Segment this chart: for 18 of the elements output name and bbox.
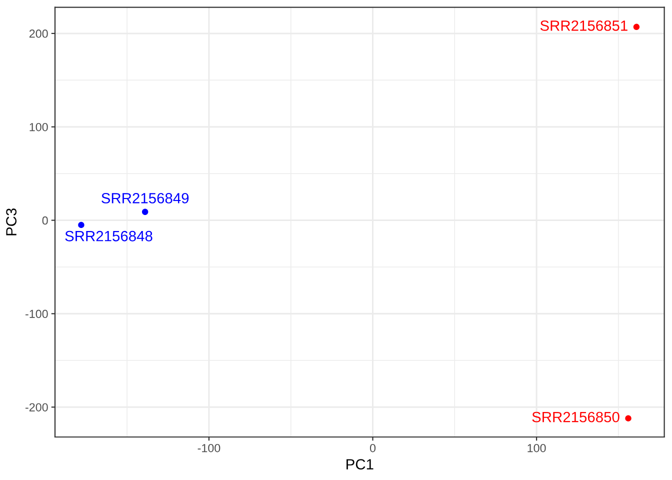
series-label: SRR2156851 [540,20,628,31]
series-label: SRR2156850 [532,412,620,422]
x-tick-label: 100 [528,444,546,452]
point [78,222,84,228]
y-tick-label: -200 [26,403,48,412]
series-label: SRR2156849 [102,192,189,204]
y-axis-title: PC3 [6,208,17,236]
point [633,24,640,30]
point [625,415,632,422]
x-tick-label: 0 [370,444,376,452]
x-axis-title: PC1 [346,459,374,470]
y-tick-label: 0 [42,216,48,225]
x-tick-label: -100 [198,444,220,452]
y-tick-label: -100 [26,310,48,318]
point [142,208,148,215]
series-label: SRR2156848 [65,230,152,242]
y-tick-label: 100 [30,122,48,132]
y-tick-label: 200 [29,30,48,38]
